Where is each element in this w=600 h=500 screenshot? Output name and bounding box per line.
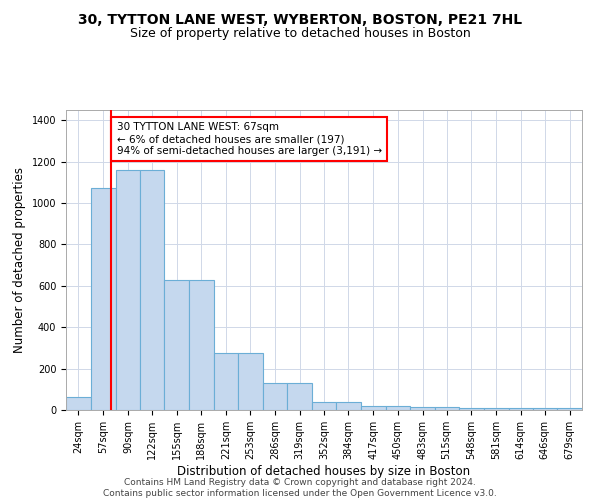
- Bar: [214, 353, 238, 410]
- Bar: [533, 408, 557, 410]
- X-axis label: Distribution of detached houses by size in Boston: Distribution of detached houses by size …: [178, 464, 470, 477]
- Text: 30 TYTTON LANE WEST: 67sqm
← 6% of detached houses are smaller (197)
94% of semi: 30 TYTTON LANE WEST: 67sqm ← 6% of detac…: [116, 122, 382, 156]
- Bar: [263, 383, 287, 410]
- Bar: [115, 170, 140, 410]
- Bar: [91, 188, 115, 410]
- Bar: [509, 408, 533, 410]
- Bar: [140, 170, 164, 410]
- Bar: [66, 396, 91, 410]
- Bar: [434, 407, 459, 410]
- Bar: [238, 353, 263, 410]
- Bar: [312, 402, 337, 410]
- Bar: [189, 280, 214, 410]
- Text: Contains HM Land Registry data © Crown copyright and database right 2024.
Contai: Contains HM Land Registry data © Crown c…: [103, 478, 497, 498]
- Bar: [410, 407, 434, 410]
- Bar: [557, 408, 582, 410]
- Bar: [361, 406, 386, 410]
- Bar: [386, 406, 410, 410]
- Bar: [164, 280, 189, 410]
- Y-axis label: Number of detached properties: Number of detached properties: [13, 167, 26, 353]
- Bar: [337, 402, 361, 410]
- Text: 30, TYTTON LANE WEST, WYBERTON, BOSTON, PE21 7HL: 30, TYTTON LANE WEST, WYBERTON, BOSTON, …: [78, 12, 522, 26]
- Text: Size of property relative to detached houses in Boston: Size of property relative to detached ho…: [130, 28, 470, 40]
- Bar: [484, 408, 509, 410]
- Bar: [459, 408, 484, 410]
- Bar: [287, 383, 312, 410]
